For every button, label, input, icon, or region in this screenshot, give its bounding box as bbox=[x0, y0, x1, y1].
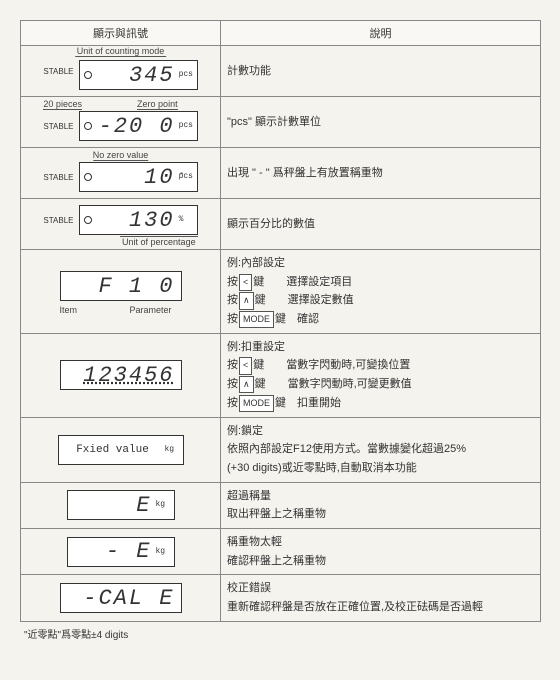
table-row: 123456 例:扣重設定 按<鍵 當數字閃動時,可變換位置 按∧鍵 當數字閃動… bbox=[21, 333, 541, 417]
key-left: < bbox=[239, 357, 252, 374]
table-row: E kg 超過稱量 取出秤盤上之稱重物 bbox=[21, 482, 541, 528]
key-mode: MODE bbox=[239, 311, 274, 328]
lcd-display: - E kg bbox=[67, 537, 175, 567]
table-row: Unit of counting mode STABLE 345 pcs 計數功… bbox=[21, 46, 541, 97]
table-row: No zero value STABLE 10 - pcs 出現 " - " 爲… bbox=[21, 148, 541, 199]
stable-indicator bbox=[84, 216, 92, 224]
annotation-top: Zero point bbox=[137, 99, 178, 110]
header-right: 說明 bbox=[221, 21, 541, 46]
table-row: F 1 0 Item Parameter 例:內部設定 按<鍵 選擇設定項目 按… bbox=[21, 250, 541, 334]
description: 例:內部設定 按<鍵 選擇設定項目 按∧鍵 選擇設定數值 按MODE鍵 確認 bbox=[221, 250, 541, 334]
table-row: -CAL E 校正錯誤 重新確認秤盤是否放在正確位置,及校正砝碼是否過輕 bbox=[21, 575, 541, 621]
lcd-display: 123456 bbox=[60, 360, 182, 390]
footnote: "近零點"爲零點±4 digits bbox=[20, 626, 540, 641]
stable-indicator bbox=[84, 71, 92, 79]
table-row: 20 pieces Zero point STABLE -20 0 pcs "p… bbox=[21, 97, 541, 148]
lcd-display: -CAL E bbox=[60, 583, 182, 613]
annotation-param: Parameter bbox=[129, 305, 171, 315]
description: 稱重物太輕 確認秤盤上之稱重物 bbox=[221, 528, 541, 574]
description: 校正錯誤 重新確認秤盤是否放在正確位置,及校正砝碼是否過輕 bbox=[221, 575, 541, 621]
stable-label: STABLE bbox=[43, 173, 73, 182]
lcd-display: 130 % bbox=[79, 205, 198, 235]
description: 顯示百分比的數值 bbox=[221, 199, 541, 250]
description: 例:扣重設定 按<鍵 當數字閃動時,可變換位置 按∧鍵 當數字閃動時,可變更數值… bbox=[221, 333, 541, 417]
key-up: ∧ bbox=[239, 376, 254, 393]
table-row: STABLE 130 % Unit of percentage 顯示百分比的數值 bbox=[21, 199, 541, 250]
table-row: - E kg 稱重物太輕 確認秤盤上之稱重物 bbox=[21, 528, 541, 574]
lcd-display: 345 pcs bbox=[79, 60, 198, 90]
lcd-display: Fxied value kg bbox=[58, 435, 184, 465]
stable-indicator bbox=[84, 173, 92, 181]
description: 例:鎖定 依照內部設定F12使用方式。當數據變化超過25% (+30 digit… bbox=[221, 417, 541, 482]
annotation-left: 20 pieces bbox=[43, 99, 82, 110]
annotation-top: No zero value bbox=[93, 150, 149, 161]
lcd-display: F 1 0 bbox=[60, 271, 182, 301]
key-left: < bbox=[239, 274, 252, 291]
table-row: Fxied value kg 例:鎖定 依照內部設定F12使用方式。當數據變化超… bbox=[21, 417, 541, 482]
description: 計數功能 bbox=[221, 46, 541, 97]
lcd-display: -20 0 pcs bbox=[79, 111, 198, 141]
description: 超過稱量 取出秤盤上之稱重物 bbox=[221, 482, 541, 528]
stable-label: STABLE bbox=[43, 67, 73, 76]
annotation-top: Unit of counting mode bbox=[75, 46, 167, 57]
stable-indicator bbox=[84, 122, 92, 130]
description: 出現 " - " 爲秤盤上有放置稱重物 bbox=[221, 148, 541, 199]
lcd-display: E kg bbox=[67, 490, 175, 520]
description: "pcs" 顯示計數單位 bbox=[221, 97, 541, 148]
key-up: ∧ bbox=[239, 292, 254, 309]
display-signal-table: 顯示與訊號 說明 Unit of counting mode STABLE 34… bbox=[20, 20, 541, 622]
header-left: 顯示與訊號 bbox=[21, 21, 221, 46]
key-mode: MODE bbox=[239, 395, 274, 412]
stable-label: STABLE bbox=[43, 122, 73, 131]
lcd-display: 10 - pcs bbox=[79, 162, 198, 192]
stable-label: STABLE bbox=[43, 216, 73, 225]
annotation-item: Item bbox=[60, 305, 78, 315]
annotation-bottom: Unit of percentage bbox=[120, 236, 198, 247]
